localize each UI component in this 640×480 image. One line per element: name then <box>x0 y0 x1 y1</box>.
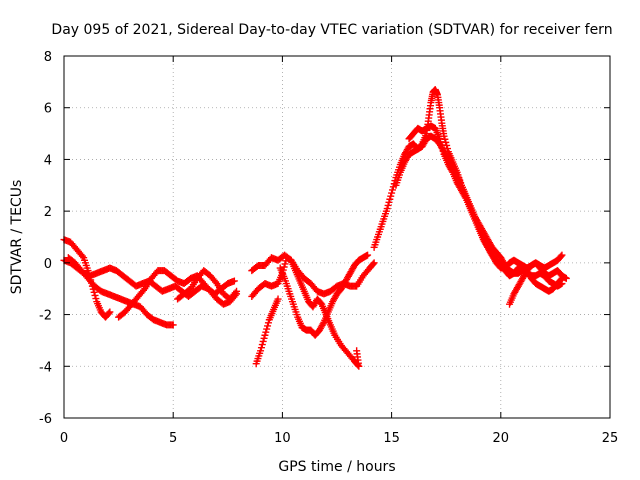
data-point <box>91 291 99 299</box>
chart-title: Day 095 of 2021, Sidereal Day-to-day VTE… <box>51 22 612 38</box>
series-track-k <box>392 86 566 290</box>
y-axis-label: SDTVAR / TECUs <box>9 180 25 295</box>
data-point <box>264 319 272 327</box>
y-tick-label: -2 <box>39 309 52 324</box>
series-track-m <box>506 259 570 308</box>
data-point <box>258 341 266 349</box>
data-point <box>230 277 238 285</box>
y-tick-label: -6 <box>39 412 52 427</box>
y-tick-label: 4 <box>44 153 52 168</box>
data-point <box>436 135 444 143</box>
data-point <box>274 295 282 303</box>
data-point <box>384 201 392 209</box>
series-track-l <box>405 122 566 295</box>
data-point <box>106 308 114 316</box>
x-tick-label: 10 <box>274 431 291 446</box>
data-point <box>385 198 393 206</box>
data-point <box>231 289 239 297</box>
data-point <box>353 347 361 355</box>
series-track-i <box>276 251 372 339</box>
data-point <box>262 328 270 336</box>
data-point <box>461 193 469 201</box>
data-point <box>448 167 456 175</box>
data-point <box>90 288 98 296</box>
y-tick-label: 6 <box>44 102 52 117</box>
data-point <box>139 286 147 294</box>
data-point <box>169 321 177 329</box>
data-point <box>280 263 288 271</box>
series-track-h <box>248 254 363 370</box>
data-point <box>259 337 267 345</box>
data-points <box>60 86 570 370</box>
data-point <box>281 260 289 268</box>
data-point <box>257 347 265 355</box>
data-point <box>386 195 394 203</box>
y-tick-label: 8 <box>44 50 52 65</box>
data-point <box>212 278 220 286</box>
series-track-f <box>252 295 282 368</box>
x-tick-label: 5 <box>169 431 177 446</box>
data-point <box>78 252 86 260</box>
data-point <box>260 334 268 342</box>
series-track-e <box>174 267 241 303</box>
data-point <box>263 325 271 333</box>
data-point <box>439 147 447 155</box>
x-tick-label: 15 <box>383 431 400 446</box>
plot-frame <box>63 55 611 419</box>
x-tick-label: 20 <box>493 431 510 446</box>
y-tick-label: 0 <box>44 257 52 272</box>
data-point <box>437 141 445 149</box>
data-point <box>319 320 327 328</box>
data-point <box>257 344 265 352</box>
y-tick-label: -4 <box>39 360 52 375</box>
data-point <box>388 186 396 194</box>
data-point <box>557 252 565 260</box>
data-point <box>562 274 570 282</box>
data-point <box>105 309 113 317</box>
data-point <box>369 260 377 268</box>
data-point <box>233 287 241 295</box>
data-point <box>261 331 269 339</box>
x-tick-label: 25 <box>602 431 619 446</box>
data-point <box>558 251 566 259</box>
y-tick-label: 2 <box>44 205 52 220</box>
x-tick-label: 0 <box>60 431 68 446</box>
grid-lines <box>64 56 610 418</box>
axis-ticks: 0 5 10 15 20 25 -6 -4 -2 0 2 4 6 8 <box>39 50 618 446</box>
data-point <box>387 192 395 200</box>
data-point <box>264 322 272 330</box>
data-point <box>383 205 391 213</box>
x-axis-label: GPS time / hours <box>278 459 395 475</box>
data-point <box>370 259 378 267</box>
data-point <box>92 295 100 303</box>
data-point <box>364 251 372 259</box>
data-point <box>388 189 396 197</box>
data-point <box>438 144 446 152</box>
data-point <box>437 138 445 146</box>
series-track-d <box>115 267 241 321</box>
